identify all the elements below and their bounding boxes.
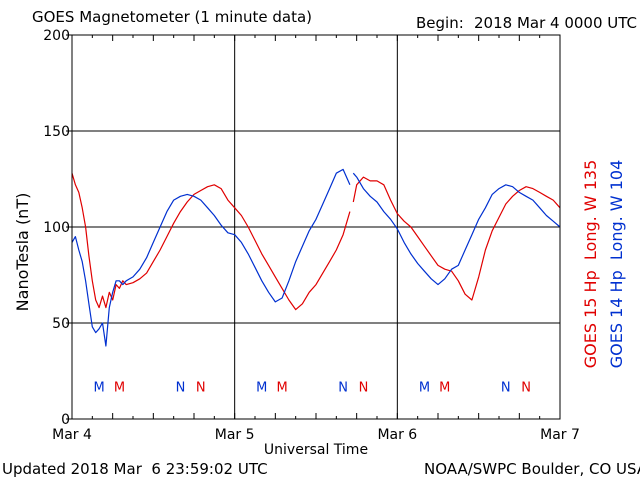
x-tick-label: Mar 4	[52, 427, 92, 443]
y-tick-label: 0	[61, 412, 70, 428]
x-axis-label: Universal Time	[264, 442, 368, 458]
begin-label: Begin:	[416, 14, 464, 32]
y-tick-label: 150	[43, 124, 70, 140]
midnight-marker: M	[256, 380, 267, 395]
noon-marker: N	[521, 380, 531, 395]
midnight-marker: M	[277, 380, 288, 395]
y-tick-label: 50	[52, 316, 70, 332]
x-tick-label: Mar 6	[377, 427, 417, 443]
legend-goes15: GOES 15 Hp Long. W 135	[581, 160, 600, 368]
series-lines	[71, 168, 561, 347]
chart-title: GOES Magnetometer (1 minute data)	[32, 8, 313, 26]
noon-marker: N	[501, 380, 511, 395]
y-tick-labels: 0 50 100 150 200	[43, 28, 70, 428]
x-tick-label: Mar 5	[215, 427, 255, 443]
series-line-goes14	[71, 168, 561, 347]
midnight-marker: M	[439, 380, 450, 395]
noon-marker: N	[338, 380, 348, 395]
noon-marker: N	[196, 380, 206, 395]
midnight-marker: M	[94, 380, 105, 395]
y-axis-label: NanoTesla (nT)	[13, 193, 32, 312]
series-line-goes15	[71, 173, 561, 311]
noon-marker: N	[176, 380, 186, 395]
source-credit: NOAA/SWPC Boulder, CO USA	[424, 460, 640, 478]
plot-frame	[71, 34, 561, 420]
x-tick-label: Mar 7	[540, 427, 580, 443]
midnight-marker: M	[419, 380, 430, 395]
x-tick-labels: Mar 4 Mar 5 Mar 6 Mar 7	[52, 427, 580, 443]
y-tick-label: 100	[43, 220, 70, 236]
midnight-marker: M	[114, 380, 125, 395]
noon-marker: N	[359, 380, 369, 395]
legend-goes14: GOES 14 Hp Long. W 104	[607, 160, 626, 368]
updated-timestamp: Updated 2018 Mar 6 23:59:02 UTC	[2, 460, 268, 478]
y-tick-label: 200	[43, 28, 70, 44]
grid-lines	[72, 35, 560, 419]
begin-value: 2018 Mar 4 0000 UTC	[474, 14, 638, 32]
